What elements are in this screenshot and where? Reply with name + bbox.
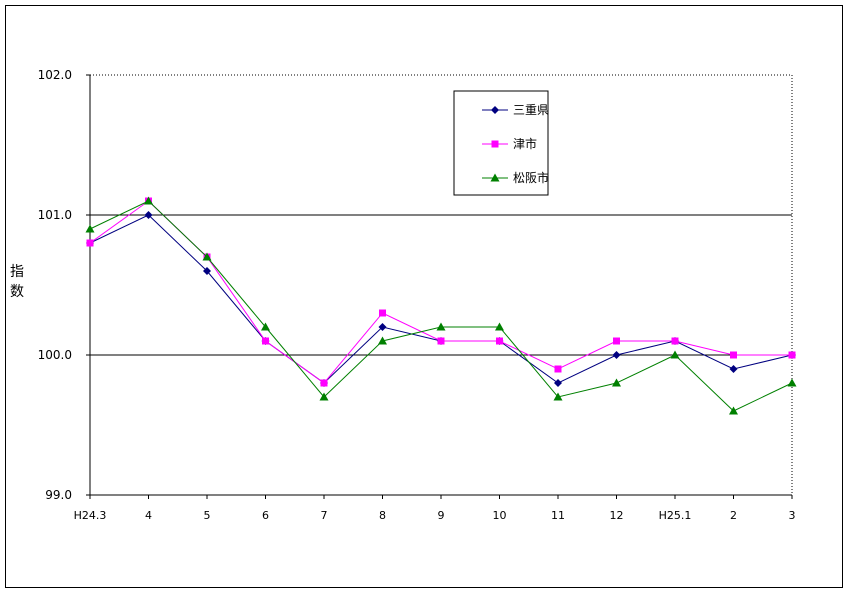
series-1-point-12 — [788, 351, 796, 359]
y-tick-label-1: 100.0 — [38, 348, 72, 362]
series-2 — [85, 196, 797, 415]
x-tick-label-7: 10 — [493, 509, 507, 522]
series-0-point-8 — [554, 379, 562, 387]
y-axis-label-part-2: 数 — [10, 284, 24, 300]
plot-area — [89, 74, 793, 496]
series-2-point-9 — [612, 378, 621, 387]
y-axis-label-part-1: 指 — [10, 264, 24, 280]
x-tick-label-12: 3 — [789, 509, 796, 522]
x-tick-label-0: H24.3 — [74, 509, 107, 522]
series-1-point-4 — [320, 379, 328, 387]
y-tick-label-3: 102.0 — [38, 68, 72, 82]
x-tick-label-5: 8 — [379, 509, 386, 522]
series-2-point-11 — [729, 406, 738, 415]
series-2-point-0 — [85, 224, 95, 233]
series-2-point-5 — [378, 336, 387, 345]
series-1-point-10 — [671, 337, 679, 345]
x-tick-label-10: H25.1 — [659, 509, 692, 522]
x-tick-label-8: 11 — [551, 509, 565, 522]
y-axis-ticks: 99.0 100.0 101.0 102.0 — [38, 68, 90, 502]
x-tick-label-2: 5 — [204, 509, 211, 522]
series-line-0 — [89, 214, 793, 384]
series-1-point-3 — [262, 337, 269, 345]
legend-marker-1 — [491, 140, 499, 148]
x-tick-label-6: 9 — [438, 509, 445, 522]
series-0-point-9 — [612, 351, 621, 359]
series-1-point-6 — [437, 337, 445, 345]
y-tick-label-0: 99.0 — [45, 488, 72, 502]
series-2-point-8 — [553, 392, 563, 401]
gridlines — [90, 214, 792, 356]
series-2-point-1 — [144, 196, 153, 205]
series-2-point-2 — [202, 252, 212, 261]
chart-frame — [5, 5, 843, 588]
y-tick-label-2: 101.0 — [38, 208, 72, 222]
series-0-point-1 — [144, 211, 153, 219]
series-1-point-7 — [496, 337, 503, 345]
series-line-2 — [89, 200, 793, 412]
series-2-point-4 — [319, 392, 329, 401]
x-tick-label-3: 6 — [262, 509, 269, 522]
series-1 — [86, 197, 796, 387]
series-1-point-0 — [86, 239, 94, 247]
series-2-point-10 — [670, 350, 680, 359]
series-0-point-11 — [729, 365, 738, 373]
legend-marker-0 — [491, 106, 499, 114]
x-tick-label-1: 4 — [145, 509, 152, 522]
series-1-point-5 — [379, 309, 386, 317]
legend-label-2: 松阪市 — [513, 170, 549, 185]
legend-marker-2 — [490, 173, 500, 182]
series-1-point-11 — [730, 351, 737, 359]
series-0 — [86, 211, 796, 387]
series-2-point-3 — [261, 322, 270, 331]
series-1-point-9 — [613, 337, 620, 345]
series-2-point-7 — [495, 322, 504, 331]
series-1-point-8 — [554, 365, 562, 373]
x-axis-ticks: H24.3 4 5 6 7 8 9 10 11 12 H25.1 2 3 — [74, 495, 796, 522]
series-group — [85, 196, 797, 415]
x-tick-label-11: 2 — [730, 509, 737, 522]
series-2-point-6 — [436, 322, 446, 331]
legend-label-0: 三重県 — [513, 103, 549, 117]
x-tick-label-9: 12 — [610, 509, 624, 522]
series-2-point-12 — [787, 378, 797, 387]
series-0-point-5 — [378, 323, 387, 331]
series-0-point-2 — [203, 267, 211, 275]
x-tick-label-4: 7 — [321, 509, 328, 522]
series-line-1 — [89, 200, 792, 384]
legend-label-1: 津市 — [513, 136, 537, 151]
